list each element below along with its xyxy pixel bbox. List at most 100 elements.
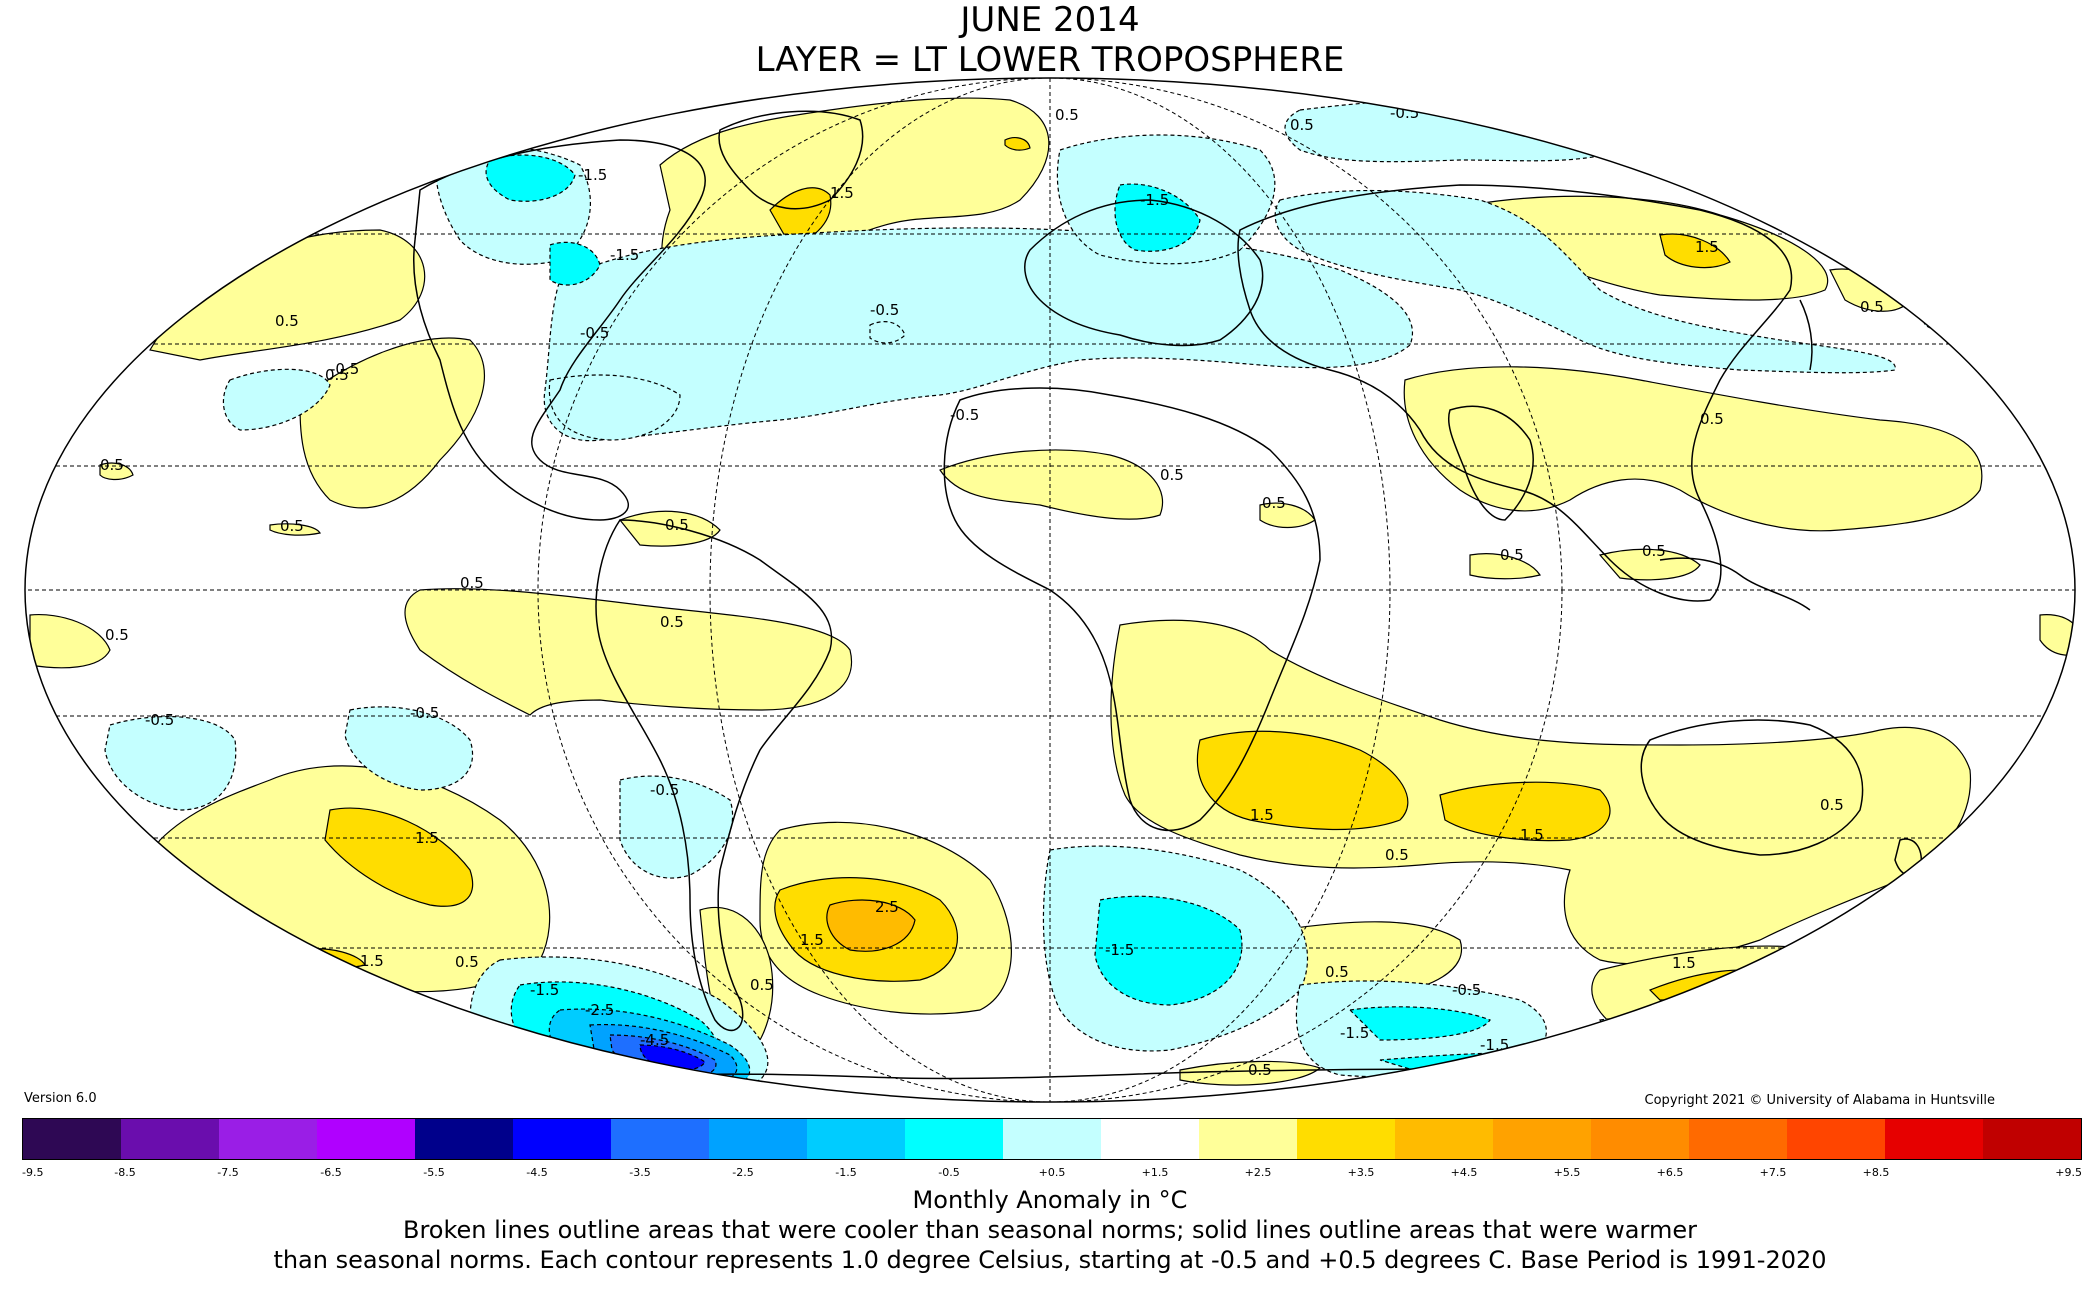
contour-label: 0.5 bbox=[1385, 846, 1409, 864]
contour-label: 0.5 bbox=[1325, 963, 1349, 981]
contour-label: 1.5 bbox=[360, 952, 384, 970]
contour-label: 0.5 bbox=[1055, 106, 1079, 124]
globe-border bbox=[24, 77, 2076, 1103]
europe-outline bbox=[1024, 199, 1264, 347]
africa-outline bbox=[943, 387, 1321, 831]
contour-label: 0.5 bbox=[1642, 542, 1666, 560]
contour-label: -0.5 bbox=[410, 704, 439, 722]
contour-label: 1.5 bbox=[1520, 826, 1544, 844]
contour-label: -0.5 bbox=[580, 324, 609, 342]
cool-region-west-pacific-south bbox=[104, 716, 237, 811]
contour-label: -1.5 bbox=[1140, 191, 1169, 209]
warm-region-west-pacific-eq bbox=[29, 613, 111, 669]
color-scale-cell bbox=[807, 1119, 905, 1159]
color-scale-cell bbox=[317, 1119, 415, 1159]
color-scale-cell bbox=[1689, 1119, 1787, 1159]
warm-region-maritime bbox=[1598, 548, 1701, 581]
color-scale-tick: -9.5 bbox=[22, 1166, 44, 1179]
color-scale-cell bbox=[121, 1119, 219, 1159]
contour-label: 1.5 bbox=[1250, 806, 1274, 824]
color-scale-tick: -8.5 bbox=[114, 1166, 136, 1179]
contour-label: 0.5 bbox=[1160, 466, 1184, 484]
color-scale-tick: +7.5 bbox=[1759, 1166, 1787, 1179]
contour-label: 0.5 bbox=[325, 366, 349, 384]
contour-label: 0.5 bbox=[1860, 298, 1884, 316]
color-scale-tick: -1.5 bbox=[835, 1166, 857, 1179]
contour-label: 0.5 bbox=[275, 312, 299, 330]
version-label: Version 6.0 bbox=[24, 1091, 97, 1106]
coastlines bbox=[412, 110, 1922, 1081]
map-subtitle: LAYER = LT LOWER TROPOSPHERE bbox=[755, 40, 1345, 80]
contour-label: 2.5 bbox=[875, 898, 899, 916]
contour-label: -4.5 bbox=[640, 1031, 669, 1049]
color-scale-tick: +1.5 bbox=[1141, 1166, 1169, 1179]
color-scale-tick: +2.5 bbox=[1244, 1166, 1272, 1179]
copyright-label: Copyright 2021 © University of Alabama i… bbox=[1644, 1093, 1995, 1108]
color-scale-cell bbox=[1787, 1119, 1885, 1159]
note-line-1: Broken lines outline areas that were coo… bbox=[403, 1216, 1697, 1244]
warm-strong-south-indian bbox=[1439, 781, 1611, 842]
contour-label: 0.5 bbox=[750, 976, 774, 994]
warm-region-caribbean bbox=[619, 510, 721, 547]
contour-label: 0.5 bbox=[455, 953, 479, 971]
color-scale-tick: +9.5 bbox=[2055, 1166, 2082, 1179]
cool-region-asia-north bbox=[1274, 189, 1896, 374]
anomaly-map: 0.5 0.5 0.5 0.5 0.5 0.5 0.5 0.5 0.5 0.5 … bbox=[24, 77, 2076, 1103]
color-scale-ticks: -9.5 -8.5 -7.5 -6.5 -5.5 -4.5 -3.5 -2.5 -1.5 -0.5… bbox=[22, 1166, 2082, 1182]
contour-label: -0.5 bbox=[950, 406, 979, 424]
color-scale-tick: +4.5 bbox=[1450, 1166, 1478, 1179]
contour-label: 0.5 bbox=[1500, 546, 1524, 564]
color-scale-cell bbox=[1885, 1119, 1983, 1159]
color-scale-cell bbox=[1003, 1119, 1101, 1159]
color-scale-cell bbox=[513, 1119, 611, 1159]
meridian-45 bbox=[709, 78, 1391, 1102]
contour-label: -0.5 bbox=[870, 301, 899, 319]
color-scale-tick: -4.5 bbox=[526, 1166, 548, 1179]
contour-label: 0.5 bbox=[665, 516, 689, 534]
contour-label: 0.5 bbox=[105, 626, 129, 644]
warm-region-indian-ocean bbox=[1469, 553, 1541, 580]
contour-label: 0.5 bbox=[660, 613, 684, 631]
color-scale-tick: +5.5 bbox=[1553, 1166, 1581, 1179]
cool-region-chile bbox=[619, 775, 734, 879]
contour-label: 0.5 bbox=[1262, 494, 1286, 512]
color-scale-tick: -6.5 bbox=[320, 1166, 342, 1179]
color-scale-tick: -2.5 bbox=[732, 1166, 754, 1179]
contour-label: -0.5 bbox=[1452, 981, 1481, 999]
cool-region-south-pacific-mid bbox=[344, 706, 474, 791]
contour-label: 0.5 bbox=[460, 574, 484, 592]
cool-strong-canada bbox=[485, 154, 576, 202]
contour-label: -0.5 bbox=[1390, 104, 1419, 122]
warm-strong-greenland-top bbox=[1004, 137, 1031, 151]
color-scale-cell bbox=[1493, 1119, 1591, 1159]
unit-label: Monthly Anomaly in °C bbox=[912, 1186, 1188, 1214]
contour-label: -0.5 bbox=[650, 781, 679, 799]
contour-label: 0.5 bbox=[1248, 1061, 1272, 1079]
warm-very-strong-south-pacific bbox=[826, 899, 916, 952]
color-scale-bar bbox=[22, 1118, 2082, 1160]
contour-label: -0.5 bbox=[330, 360, 359, 378]
cool-strong-southern-ocean-east bbox=[1348, 1006, 1491, 1041]
color-scale-tick: +8.5 bbox=[1862, 1166, 1890, 1179]
contour-label: 0.5 bbox=[280, 517, 304, 535]
contour-label: 1.5 bbox=[830, 184, 854, 202]
color-scale-cell bbox=[905, 1119, 1003, 1159]
color-scale-tick: -0.5 bbox=[938, 1166, 960, 1179]
contour-label: 0.5 bbox=[1700, 410, 1724, 428]
contour-label: -2.5 bbox=[585, 1001, 614, 1019]
contour-label: 0.5 bbox=[1290, 116, 1314, 134]
color-scale-cell bbox=[219, 1119, 317, 1159]
color-scale-cell bbox=[1101, 1119, 1199, 1159]
north-america-outline bbox=[412, 139, 706, 521]
map-title: JUNE 2014 bbox=[960, 0, 1140, 40]
cool-region-arctic bbox=[1284, 97, 1626, 163]
warm-strong-siberia bbox=[1659, 233, 1731, 269]
indonesia-outline bbox=[1659, 557, 1811, 611]
color-scale-tick: +6.5 bbox=[1656, 1166, 1684, 1179]
color-scale-tick: -3.5 bbox=[629, 1166, 651, 1179]
japan-outline bbox=[1799, 299, 1813, 371]
color-scale-tick: -5.5 bbox=[423, 1166, 445, 1179]
note-line-2: than seasonal norms. Each contour repres… bbox=[273, 1246, 1827, 1274]
greenland-outline bbox=[718, 110, 864, 210]
color-scale-cell bbox=[1591, 1119, 1689, 1159]
